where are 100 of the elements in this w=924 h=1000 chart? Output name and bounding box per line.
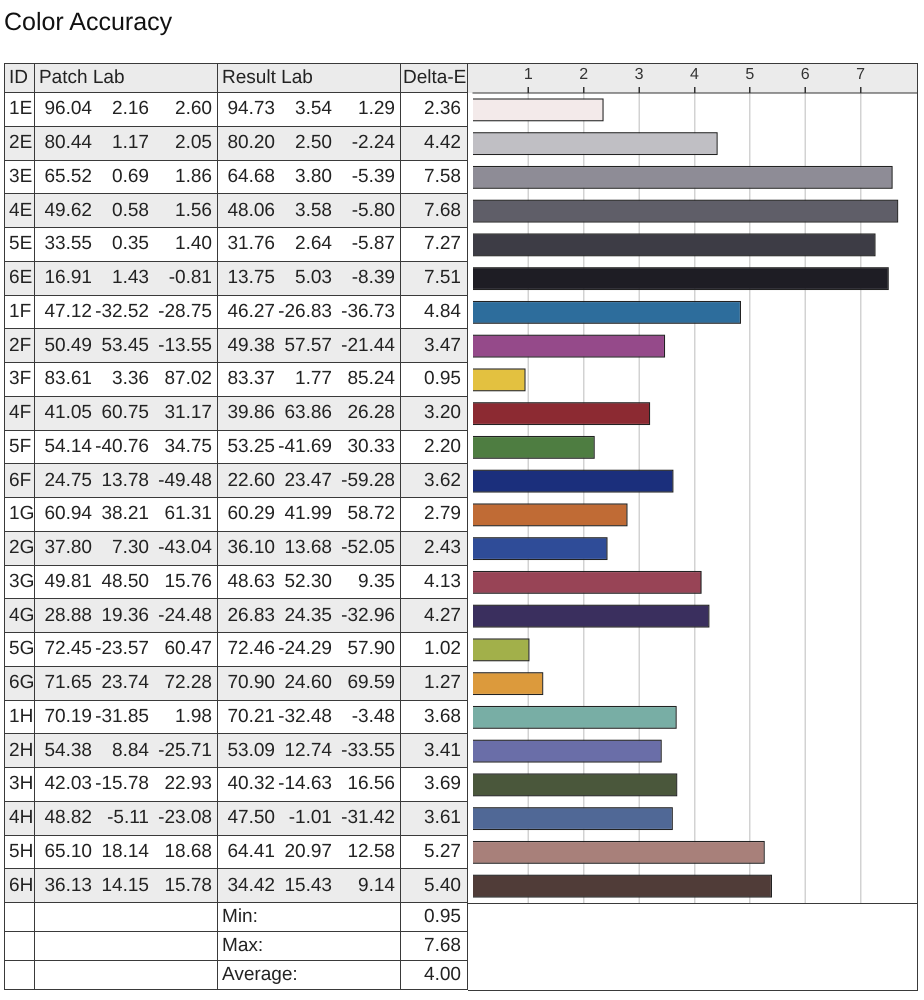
text: 24.75 <box>44 470 92 492</box>
text: 0.58 <box>112 200 149 222</box>
data-label: 4.27 <box>424 604 461 627</box>
text: 23.74 <box>101 672 149 694</box>
text: 33.55 <box>44 233 92 256</box>
y-tick-label: 3G <box>9 570 34 593</box>
text: 14.15 <box>101 874 149 897</box>
y-tick-label: 4E <box>9 200 32 222</box>
text: 80.44 <box>44 132 92 154</box>
x2-axis-title: Delta-E <box>403 67 466 89</box>
text: 15.78 <box>164 874 212 897</box>
data-label: 7.58 <box>424 166 461 188</box>
text: 16.91 <box>44 267 92 290</box>
text: 49.38 <box>227 334 275 357</box>
text: 46.27 <box>227 300 275 323</box>
y-tick-label: 1E <box>9 98 32 120</box>
text: -33.55 <box>341 740 395 762</box>
text: 13.75 <box>227 267 275 290</box>
text: 26.83 <box>227 604 275 627</box>
text: 2.60 <box>175 98 212 120</box>
text: 1.77 <box>295 368 332 390</box>
text: 40.32 <box>227 773 275 796</box>
text: 38.21 <box>101 503 149 526</box>
text: -23.57 <box>95 638 149 660</box>
text: -21.44 <box>341 334 395 357</box>
text: -36.73 <box>341 300 395 323</box>
text: -5.80 <box>352 200 395 222</box>
text: 57.90 <box>347 638 395 660</box>
text: 41.05 <box>44 402 92 424</box>
text: 5.03 <box>295 267 332 290</box>
y-tick-label: 6H <box>9 874 34 897</box>
data-label: 3.41 <box>424 740 461 762</box>
text: Average: <box>222 964 298 986</box>
text: 65.10 <box>44 840 92 863</box>
x2-tick-label: 6 <box>800 66 810 83</box>
text: -52.05 <box>341 537 395 560</box>
text: 47.50 <box>227 807 275 830</box>
text: Max: <box>222 935 264 957</box>
x2-tick-label: 2 <box>579 66 588 83</box>
text: 3.58 <box>295 200 332 222</box>
text: -24.48 <box>158 604 212 627</box>
y-tick-label: 1F <box>9 300 32 323</box>
text: 96.04 <box>44 98 92 120</box>
text: 22.60 <box>227 470 275 492</box>
text: 1.86 <box>175 166 212 188</box>
text: 20.97 <box>284 840 332 863</box>
text: 36.13 <box>44 874 92 897</box>
data-label: 2.43 <box>424 537 461 560</box>
y-tick-label: 1G <box>9 503 34 526</box>
text: -8.39 <box>352 267 395 290</box>
text: Color Accuracy <box>4 8 172 37</box>
text: 7.68 <box>424 935 461 957</box>
y-tick-label: 2E <box>9 132 32 154</box>
data-label: 1.27 <box>424 672 461 694</box>
text: Patch Lab <box>39 67 125 89</box>
text: 61.31 <box>164 503 212 526</box>
data-label: 5.40 <box>424 874 461 897</box>
text: 70.19 <box>44 706 92 728</box>
y-tick-label: 4H <box>9 807 34 830</box>
y-tick-label: 6G <box>9 672 34 694</box>
text: 19.36 <box>101 604 149 627</box>
y-tick-label: 2G <box>9 537 34 560</box>
text: 28.88 <box>44 604 92 627</box>
text: -1.01 <box>288 807 332 830</box>
text: 12.58 <box>347 840 395 863</box>
text: 70.90 <box>227 672 275 694</box>
y-tick-label: 6E <box>9 267 32 290</box>
x2-tick-label: 7 <box>856 66 866 83</box>
text: 41.99 <box>284 503 332 526</box>
y-tick-label: 1H <box>9 706 34 728</box>
text: 37.80 <box>44 537 92 560</box>
text: 12.74 <box>284 740 332 762</box>
y-tick-label: 5E <box>9 233 32 256</box>
text: 60.94 <box>44 503 92 526</box>
text: 60.47 <box>164 638 212 660</box>
text: -32.48 <box>278 706 332 728</box>
text: -15.78 <box>95 773 149 796</box>
text: 64.68 <box>227 166 275 188</box>
text: -43.04 <box>158 537 212 560</box>
text: 70.21 <box>227 706 275 728</box>
x2-tick-label: 4 <box>690 66 700 83</box>
y-tick-label: 3F <box>9 368 32 390</box>
data-label: 2.36 <box>424 98 461 120</box>
data-label: 4.84 <box>424 300 461 323</box>
text: 4.00 <box>424 964 461 986</box>
y-tick-label: 3H <box>9 773 34 796</box>
text: 0.69 <box>112 166 149 188</box>
text: -3.48 <box>352 706 395 728</box>
text: 0.35 <box>112 233 149 256</box>
text: 64.41 <box>227 840 275 863</box>
text: 94.73 <box>227 98 275 120</box>
y-tick-label: 2H <box>9 740 34 762</box>
text: 9.35 <box>358 570 395 593</box>
text: 65.52 <box>44 166 92 188</box>
data-label: 3.69 <box>424 773 461 796</box>
text: 48.50 <box>101 570 149 593</box>
text: 15.76 <box>164 570 212 593</box>
text: 83.61 <box>44 368 92 390</box>
text: 57.57 <box>284 334 332 357</box>
text: 1.98 <box>175 706 212 728</box>
